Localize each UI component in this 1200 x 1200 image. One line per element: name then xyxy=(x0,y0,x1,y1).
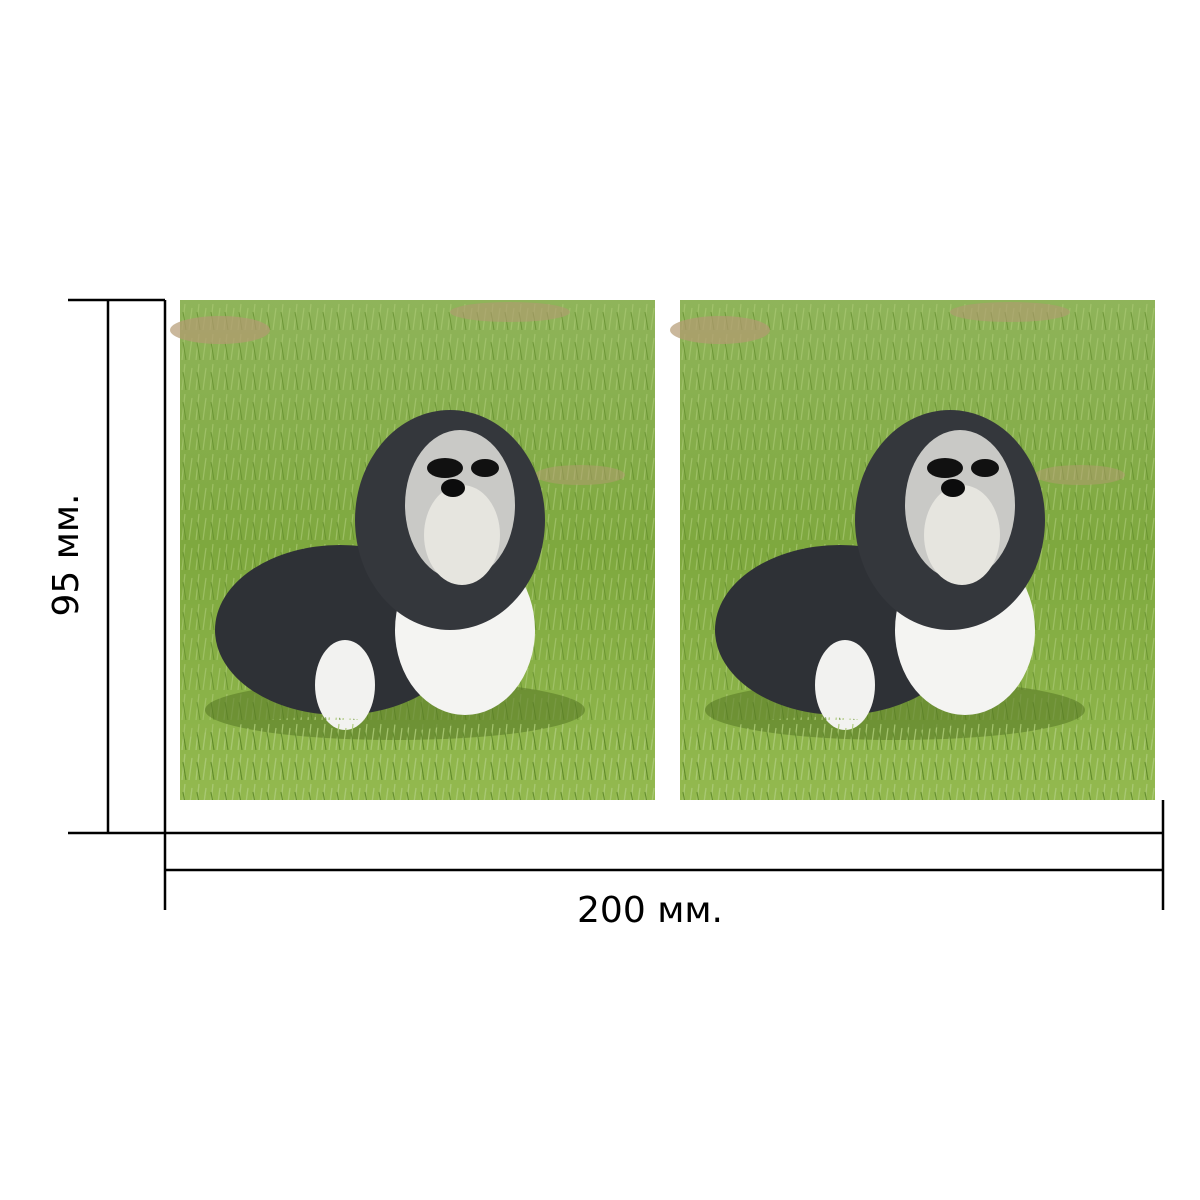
product-photo xyxy=(170,300,655,800)
width-dimension xyxy=(163,800,1165,910)
product-photo xyxy=(670,300,1155,800)
height-dimension xyxy=(68,298,167,835)
height-label: 95 мм. xyxy=(46,493,87,616)
width-label: 200 мм. xyxy=(577,890,723,931)
